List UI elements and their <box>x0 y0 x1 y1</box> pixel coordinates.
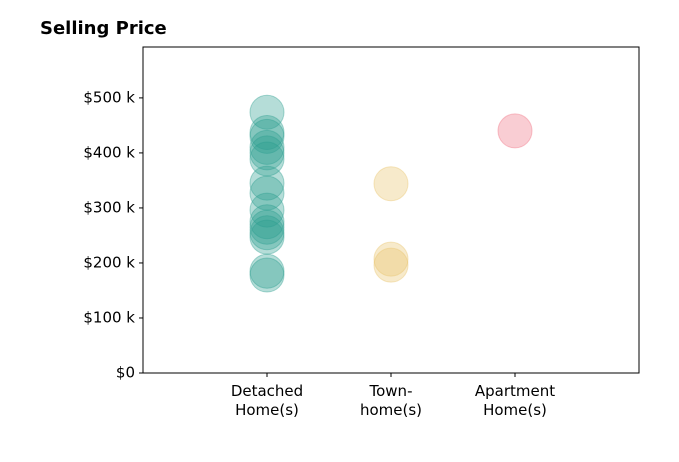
point <box>249 209 285 245</box>
point <box>373 241 409 277</box>
point <box>249 204 285 240</box>
y-tick-label: $100 k <box>83 308 135 326</box>
x-tick-label: Detached Home(s) <box>230 382 304 419</box>
y-tick-label: $0 <box>116 364 135 382</box>
point <box>249 141 285 177</box>
y-tick-label: $400 k <box>83 143 135 161</box>
point <box>497 113 533 149</box>
point <box>249 129 285 165</box>
point <box>373 247 409 283</box>
y-tick-label: $500 k <box>83 88 135 106</box>
y-tick-label: $300 k <box>83 198 135 216</box>
point <box>249 257 285 293</box>
chart-title: Selling Price <box>40 18 167 39</box>
point <box>249 115 285 151</box>
plot-frame <box>142 46 640 374</box>
point <box>249 215 285 251</box>
point <box>249 94 285 130</box>
point <box>249 219 285 255</box>
x-tick-label: Town- home(s) <box>359 382 423 419</box>
point <box>249 135 285 171</box>
point <box>249 165 285 201</box>
point <box>373 166 409 202</box>
y-tick-label: $200 k <box>83 253 135 271</box>
point <box>249 192 285 228</box>
point <box>249 118 285 154</box>
x-tick-label: Apartment Home(s) <box>474 382 556 419</box>
point <box>249 175 285 211</box>
point <box>249 253 285 289</box>
